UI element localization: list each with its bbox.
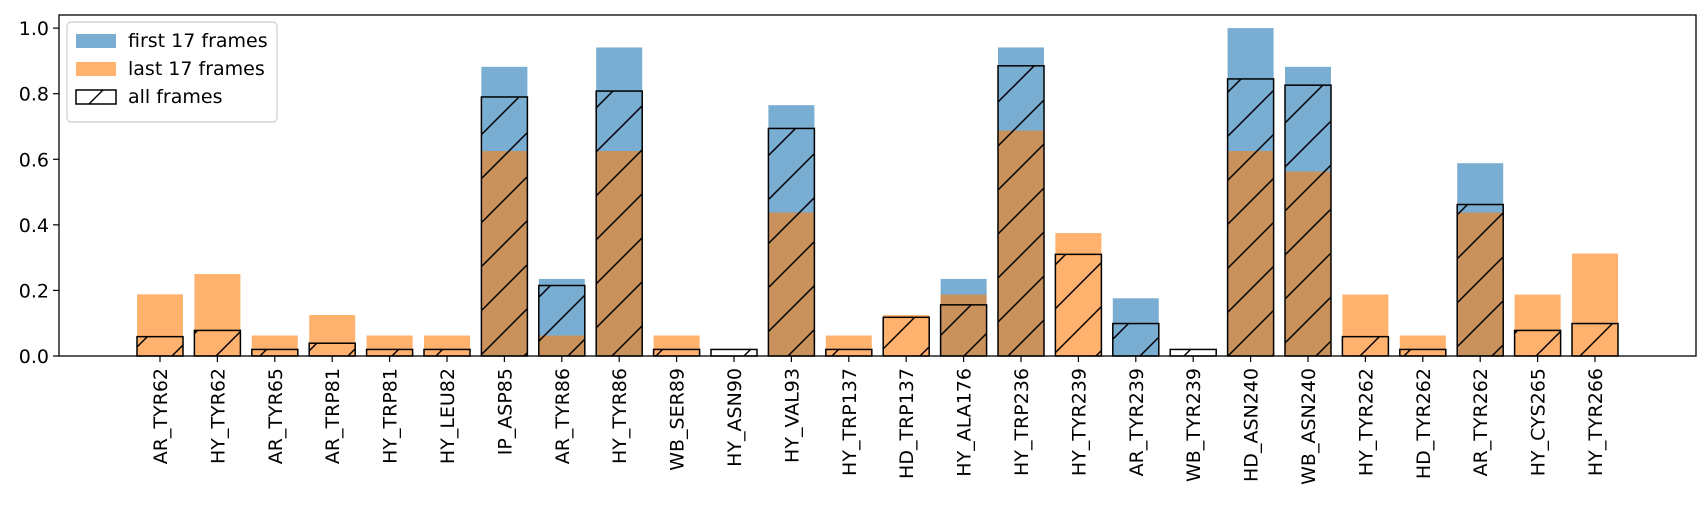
bar-all-hy-tyr262 xyxy=(1341,335,1390,357)
x-tick-label: HY_TYR262 xyxy=(1355,368,1377,476)
x-tick-label: AR_TYR262 xyxy=(1470,368,1492,476)
x-tick-label: HY_VAL93 xyxy=(781,368,803,463)
legend-hatch xyxy=(88,89,104,105)
bar-all-hy-tyr86 xyxy=(595,90,643,357)
bar-all-hy-ala176 xyxy=(939,304,988,357)
plot-frame xyxy=(58,14,1697,357)
bar-all-ar-trp81 xyxy=(308,342,356,357)
y-tick-label: 0.0 xyxy=(19,346,49,368)
x-tick-label: HY_TYR62 xyxy=(207,368,229,464)
bar-all-hy-tyr266 xyxy=(1571,322,1619,357)
legend-box xyxy=(66,21,278,123)
x-tick-label: IP_ASP85 xyxy=(494,368,516,455)
x-tick-label: HD_TRP137 xyxy=(896,368,918,479)
x-tick-label: HY_TRP137 xyxy=(839,368,861,476)
legend-label: first 17 frames xyxy=(128,30,268,52)
bar-all-ar-tyr65 xyxy=(251,348,299,357)
bar-all-hy-val93 xyxy=(767,127,816,357)
legend-label: last 17 frames xyxy=(128,58,265,80)
bar-all-hy-trp81 xyxy=(365,348,414,357)
y-tick-label: 0.8 xyxy=(19,84,49,106)
bar-all-wb-ser89 xyxy=(652,348,701,357)
x-tick-label: HY_TYR266 xyxy=(1585,368,1607,476)
x-tick-label: HD_TYR262 xyxy=(1413,368,1435,479)
bar-all-hy-trp236 xyxy=(997,65,1045,357)
legend: first 17 frames last 17 frames all frames xyxy=(66,21,278,123)
bar-all-ar-tyr62 xyxy=(136,335,184,357)
x-tick-label: HD_ASN240 xyxy=(1241,368,1263,482)
x-tick-label: AR_TYR62 xyxy=(150,368,172,464)
legend-swatch xyxy=(76,34,116,48)
bar-all-hd-asn240 xyxy=(1226,78,1275,357)
x-tick-label: AR_TYR239 xyxy=(1126,368,1148,476)
bar-all-wb-asn240 xyxy=(1284,84,1332,357)
x-tick-label: HY_TRP236 xyxy=(1011,368,1033,476)
x-tick-label: HY_ALA176 xyxy=(954,368,976,477)
bar-all-hd-trp137 xyxy=(882,316,930,357)
y-tick-label: 1.0 xyxy=(19,18,49,40)
bar-all-hy-asn90 xyxy=(710,348,758,357)
y-tick-label: 0.2 xyxy=(19,280,49,302)
x-tick-label: WB_ASN240 xyxy=(1298,368,1320,485)
x-tick-label: HY_ASN90 xyxy=(724,368,746,467)
x-tick-label: AR_TYR65 xyxy=(265,368,287,464)
x-tick-label: WB_TYR239 xyxy=(1183,368,1205,482)
x-tick-label: HY_LEU82 xyxy=(437,368,459,464)
legend-label: all frames xyxy=(128,86,222,108)
bar-all-ar-tyr86 xyxy=(538,284,586,357)
x-tick-label: AR_TRP81 xyxy=(322,368,344,464)
bar-all-ar-tyr262 xyxy=(1456,203,1504,357)
x-tick-label: HY_TYR86 xyxy=(609,368,631,464)
bar-all-hy-leu82 xyxy=(423,348,471,357)
y-tick-label: 0.6 xyxy=(19,149,49,171)
plot-background xyxy=(59,15,1696,356)
bar-all-wb-tyr239 xyxy=(1169,348,1217,357)
bar-all-ar-tyr239 xyxy=(1112,322,1160,357)
bar-all-hy-cys265 xyxy=(1513,329,1562,357)
bar-all-hd-tyr262 xyxy=(1399,348,1447,357)
y-tick-label: 0.4 xyxy=(19,215,49,237)
x-tick-label: WB_SER89 xyxy=(667,368,689,471)
bar-all-hy-tyr62 xyxy=(193,329,242,357)
x-tick-label: HY_TYR239 xyxy=(1068,368,1090,476)
bar-all-ip-asp85 xyxy=(480,96,529,357)
x-tick-label: AR_TYR86 xyxy=(552,368,574,464)
legend-swatch xyxy=(76,62,116,76)
bar-all-hy-trp137 xyxy=(825,348,873,357)
x-tick-label: HY_TRP81 xyxy=(380,368,402,464)
x-tick-label: HY_CYS265 xyxy=(1528,368,1550,476)
bar-all-hy-tyr239 xyxy=(1054,253,1103,357)
